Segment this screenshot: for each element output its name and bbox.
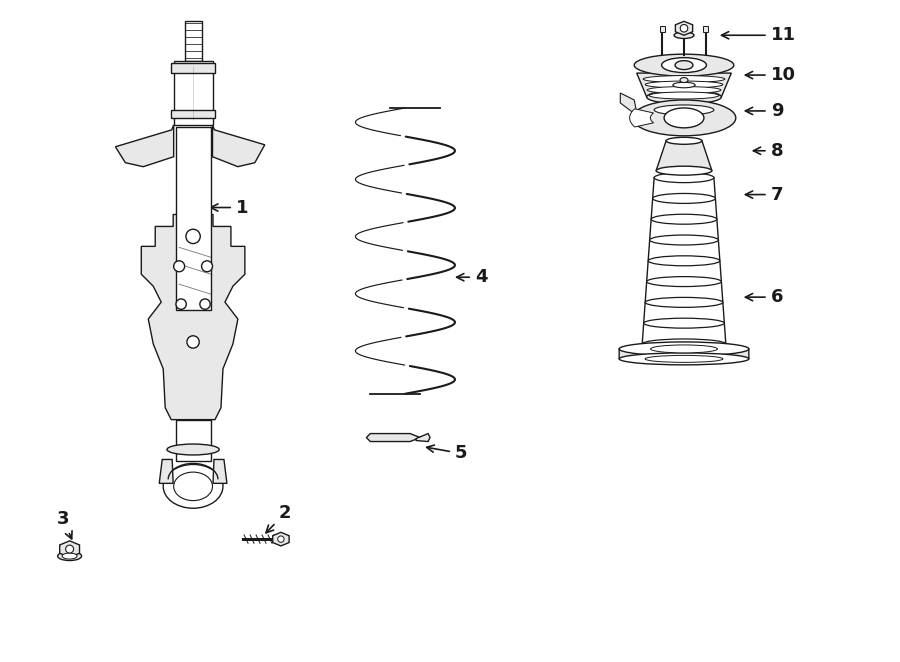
Bar	[184, 21, 202, 61]
Ellipse shape	[645, 355, 723, 362]
Polygon shape	[366, 434, 420, 442]
Polygon shape	[656, 141, 712, 171]
Circle shape	[202, 261, 212, 271]
Bar	[171, 63, 215, 73]
Text: 7: 7	[745, 185, 783, 204]
Polygon shape	[620, 93, 636, 112]
Text: 5: 5	[427, 444, 467, 463]
Ellipse shape	[651, 345, 717, 353]
Circle shape	[200, 299, 211, 309]
Ellipse shape	[650, 235, 718, 245]
Ellipse shape	[654, 105, 714, 115]
Circle shape	[176, 299, 186, 309]
Text: 6: 6	[745, 288, 783, 306]
Polygon shape	[212, 125, 265, 167]
Text: 9: 9	[745, 102, 783, 120]
Bar	[176, 420, 211, 461]
Bar	[171, 110, 215, 118]
Ellipse shape	[62, 553, 77, 559]
Ellipse shape	[619, 353, 749, 365]
Text: 2: 2	[266, 504, 292, 533]
Circle shape	[174, 261, 184, 271]
Text: 10: 10	[745, 66, 796, 84]
Circle shape	[278, 536, 284, 542]
Ellipse shape	[680, 77, 688, 83]
Ellipse shape	[675, 61, 693, 70]
Ellipse shape	[174, 472, 212, 500]
Ellipse shape	[644, 75, 725, 83]
Ellipse shape	[644, 318, 725, 328]
Polygon shape	[273, 532, 289, 546]
Polygon shape	[630, 109, 653, 127]
Ellipse shape	[674, 32, 694, 38]
Polygon shape	[675, 21, 693, 35]
Circle shape	[187, 336, 199, 348]
Text: 8: 8	[753, 142, 783, 160]
Ellipse shape	[666, 137, 702, 144]
Ellipse shape	[632, 100, 736, 136]
Ellipse shape	[662, 58, 706, 73]
Ellipse shape	[645, 297, 723, 307]
Ellipse shape	[656, 80, 712, 90]
Ellipse shape	[58, 551, 82, 561]
Polygon shape	[115, 125, 174, 167]
Text: 3: 3	[57, 510, 72, 539]
Ellipse shape	[673, 82, 695, 88]
Bar	[176, 127, 211, 310]
Ellipse shape	[654, 173, 714, 183]
Circle shape	[186, 229, 201, 244]
Bar	[681, 26, 687, 32]
Ellipse shape	[656, 166, 712, 175]
Ellipse shape	[647, 90, 722, 104]
Bar	[174, 61, 212, 125]
Text: 4: 4	[456, 268, 488, 286]
Polygon shape	[619, 344, 749, 359]
Ellipse shape	[648, 256, 720, 265]
Ellipse shape	[652, 214, 717, 224]
Polygon shape	[213, 459, 227, 483]
Ellipse shape	[647, 277, 722, 287]
Ellipse shape	[163, 465, 223, 508]
Ellipse shape	[647, 87, 721, 93]
Ellipse shape	[166, 444, 220, 455]
Ellipse shape	[619, 342, 749, 356]
Polygon shape	[59, 541, 79, 557]
Polygon shape	[416, 434, 430, 442]
Ellipse shape	[634, 54, 734, 76]
Polygon shape	[141, 214, 245, 420]
Ellipse shape	[664, 108, 704, 128]
Ellipse shape	[649, 92, 719, 99]
Ellipse shape	[643, 339, 725, 349]
Circle shape	[680, 24, 688, 32]
Ellipse shape	[652, 193, 716, 203]
Text: 1: 1	[211, 199, 248, 216]
Text: 11: 11	[722, 26, 796, 44]
Polygon shape	[159, 459, 173, 483]
Ellipse shape	[645, 81, 723, 88]
Circle shape	[66, 545, 74, 553]
Polygon shape	[636, 73, 732, 97]
Bar	[660, 26, 664, 32]
Bar	[704, 26, 708, 32]
